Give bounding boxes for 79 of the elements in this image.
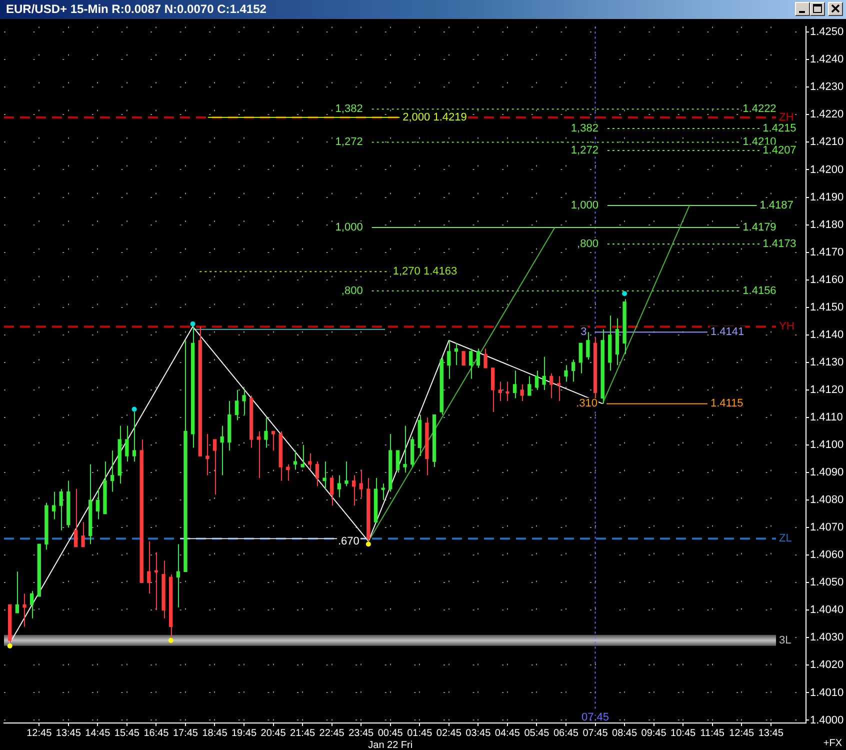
x-tick-label: 03:45: [466, 728, 492, 739]
ref-line-label: ZL: [779, 532, 792, 545]
annotation: 1.4115: [710, 398, 744, 410]
y-tick-label: 1.4030: [810, 632, 844, 644]
x-tick-label: 16:45: [144, 728, 170, 739]
y-tick-label: 1.4120: [810, 384, 844, 396]
y-tick-label: 1.4100: [810, 439, 844, 452]
x-tick-label: 12:45: [26, 728, 52, 739]
y-tick-label: 1.4200: [810, 164, 844, 176]
annotation: .310: [576, 398, 598, 410]
annotation: 1,382: [570, 122, 598, 134]
ref-line-label: YH: [779, 320, 794, 333]
annotation: 1,000: [570, 200, 598, 212]
annotation: 1.4141: [710, 326, 744, 338]
ref-line-label: 07:45: [581, 712, 610, 724]
x-tick-label: 23:45: [348, 728, 374, 739]
y-tick-label: 1.4010: [810, 686, 844, 699]
x-tick-label: 21:45: [290, 728, 316, 739]
y-tick-label: 1.4150: [810, 301, 844, 314]
annotation: 3: [580, 326, 587, 338]
x-tick-label: 05:45: [524, 728, 550, 739]
x-tick-label: 09:45: [641, 728, 667, 739]
y-tick-label: 1.4210: [810, 136, 844, 148]
annotation: 1.4173: [762, 238, 796, 250]
y-tick-label: 1.4000: [810, 714, 844, 726]
x-tick-label: 20:45: [260, 728, 286, 739]
y-tick-label: 1.4240: [810, 54, 844, 66]
y-tick-label: 1.4160: [810, 274, 844, 286]
y-tick-label: 1.4250: [810, 26, 844, 38]
y-tick-label: 1.4180: [810, 218, 844, 231]
x-tick-label: 12:45: [729, 728, 755, 739]
y-tick-label: 1.4190: [810, 191, 844, 204]
x-tick-label: 22:45: [319, 728, 345, 739]
annotation: 1.4222: [742, 103, 776, 116]
x-tick-label: 10:45: [670, 728, 696, 739]
y-tick-label: 1.4170: [810, 246, 844, 258]
annotation: 1.4179: [742, 222, 776, 234]
x-tick-label: 15:45: [114, 728, 140, 739]
annotation: 1.4215: [762, 122, 796, 134]
y-tick-label: 1.4080: [810, 494, 844, 506]
annotation: 1,272: [335, 136, 363, 148]
annotation: 1.4187: [760, 200, 794, 212]
x-tick-label: 18:45: [202, 728, 228, 739]
x-tick-label: 17:45: [172, 728, 198, 739]
y-tick-label: 1.4230: [810, 81, 844, 94]
annotation: 1,272: [570, 144, 598, 156]
y-tick-label: 1.4050: [810, 576, 844, 589]
y-tick-label: 1.4220: [810, 108, 844, 121]
annotation: 1,000: [335, 222, 363, 234]
x-tick-label: 04:45: [494, 728, 520, 739]
annotation: 1.4156: [742, 284, 776, 297]
x-tick-label: 06:45: [553, 728, 579, 739]
annotation: 2,000 1.4219: [402, 111, 467, 124]
x-tick-label: 11:45: [700, 728, 725, 739]
x-tick-label: 13:45: [56, 728, 82, 739]
y-tick-label: 1.4040: [810, 604, 844, 616]
band-label: 3L: [779, 634, 792, 646]
y-tick-label: 1.4060: [810, 549, 844, 562]
x-tick-label: 19:45: [232, 728, 257, 739]
annotation: 1,270 1.4163: [392, 266, 458, 278]
y-tick-label: 1.4140: [810, 328, 844, 341]
annotation: ,800: [577, 238, 598, 250]
ref-line-label: ZH: [779, 111, 794, 124]
text: +FX: [823, 738, 842, 749]
y-tick-label: 1.4110: [810, 411, 843, 424]
annotation: 1,382: [335, 103, 363, 116]
x-tick-label: 02:45: [436, 728, 462, 739]
annotation: ,800: [341, 284, 363, 297]
x-tick-label: 08:45: [612, 728, 638, 739]
annotation: .670: [338, 535, 360, 548]
x-tick-label: 14:45: [85, 728, 111, 739]
y-tick-label: 1.4130: [810, 356, 844, 368]
chart-title: EUR/USD+ 15-Min R:0.0087 N:0.0070 C:1.4152: [6, 2, 266, 16]
y-tick-label: 1.4090: [810, 466, 844, 479]
y-tick-label: 1.4020: [810, 659, 844, 672]
x-tick-label: 13:45: [758, 728, 784, 739]
y-tick-label: 1.4070: [810, 522, 844, 534]
x-tick-label: 01:45: [407, 728, 433, 739]
x-tick-label: 07:45: [582, 728, 608, 739]
